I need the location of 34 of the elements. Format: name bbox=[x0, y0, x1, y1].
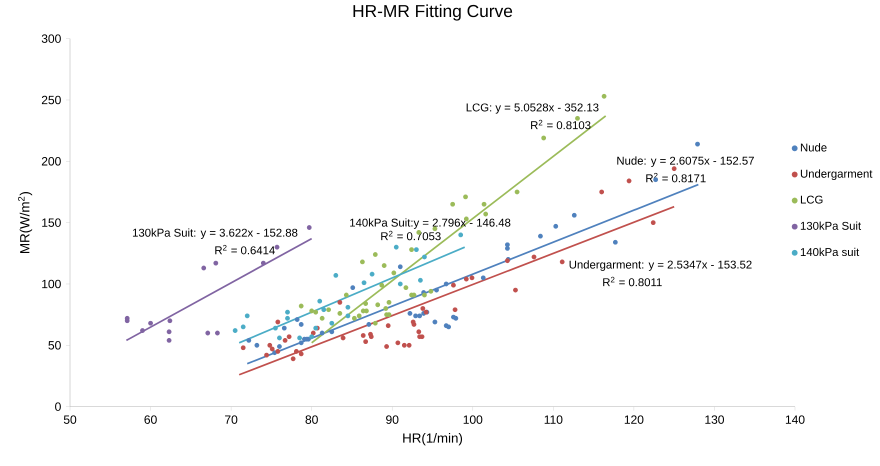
x-tick-label: 80 bbox=[306, 416, 318, 424]
x-tick-label: 90 bbox=[386, 416, 398, 424]
legend-label: Nude bbox=[800, 143, 827, 152]
x-tick-label: 110 bbox=[544, 416, 562, 424]
x-tick-label: 60 bbox=[144, 416, 157, 424]
annotation: 130kPa Suit: y = 3.622x - 152.88 bbox=[132, 228, 298, 240]
annotation: R$^{2}$ = 0.7053 bbox=[381, 230, 441, 240]
y-tick-label: 200 bbox=[42, 157, 61, 166]
y-tick-label: 150 bbox=[42, 218, 61, 228]
annotation: Nude: y = 2.6075x - 152.57 bbox=[617, 156, 754, 168]
y-axis-title: MR(W/m$^{2}$) bbox=[18, 192, 32, 254]
x-tick-label: 100 bbox=[464, 416, 482, 424]
annotation: R$^{2}$ = 0.8011 bbox=[603, 276, 662, 286]
annotation: 140kPa Suit:y = 2.796x - 146.48 bbox=[350, 218, 510, 230]
x-axis-title: HR(1/min) bbox=[403, 433, 462, 446]
y-tick-label: 0 bbox=[55, 402, 61, 412]
y-tick-label: 100 bbox=[42, 280, 61, 288]
x-tick-label: 50 bbox=[64, 416, 76, 424]
annotation: R$^{2}$ = 0.8103 bbox=[531, 120, 590, 130]
legend-label: 130kPa Suit bbox=[800, 222, 862, 230]
annotation: R$^{2}$ = 0.6414 bbox=[215, 245, 275, 254]
x-tick-label: 130 bbox=[705, 416, 724, 424]
x-tick-label: 140 bbox=[786, 416, 805, 424]
chart-title: HR-MR Fitting Curve bbox=[354, 4, 512, 21]
legend-label: 140kPa suit bbox=[800, 248, 860, 256]
legend-label: LCG bbox=[800, 196, 822, 204]
annotation: LCG: y = 5.0528x - 352.13 bbox=[466, 104, 599, 114]
annotation: Undergarment: y = 2.5347x - 153.52 bbox=[570, 260, 752, 272]
y-tick-label: 300 bbox=[42, 34, 61, 44]
y-tick-label: 250 bbox=[42, 96, 61, 104]
y-tick-label: 50 bbox=[48, 341, 61, 350]
legend-label: Undergarment bbox=[800, 170, 872, 180]
x-tick-label: 70 bbox=[225, 416, 238, 424]
x-tick-label: 120 bbox=[624, 416, 644, 424]
